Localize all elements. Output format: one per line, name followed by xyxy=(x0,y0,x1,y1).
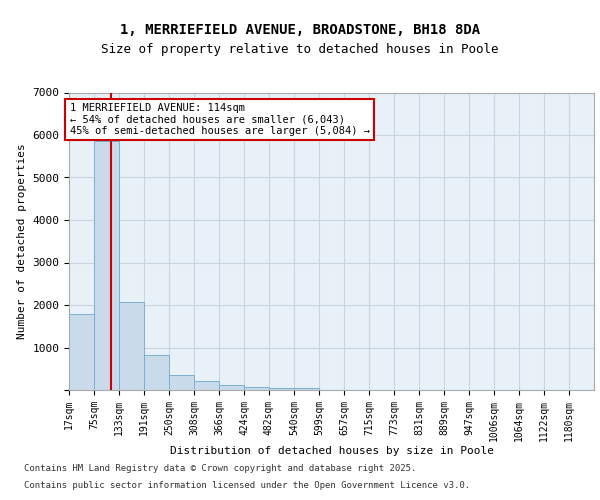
Bar xyxy=(244,386,269,390)
Text: 1 MERRIEFIELD AVENUE: 114sqm
← 54% of detached houses are smaller (6,043)
45% of: 1 MERRIEFIELD AVENUE: 114sqm ← 54% of de… xyxy=(70,103,370,136)
Bar xyxy=(194,380,219,390)
Text: Size of property relative to detached houses in Poole: Size of property relative to detached ho… xyxy=(101,44,499,57)
Bar xyxy=(169,374,194,390)
Text: Contains public sector information licensed under the Open Government Licence v3: Contains public sector information licen… xyxy=(24,481,470,490)
X-axis label: Distribution of detached houses by size in Poole: Distribution of detached houses by size … xyxy=(170,446,493,456)
Text: 1, MERRIEFIELD AVENUE, BROADSTONE, BH18 8DA: 1, MERRIEFIELD AVENUE, BROADSTONE, BH18 … xyxy=(120,22,480,36)
Bar xyxy=(219,386,244,390)
Text: Contains HM Land Registry data © Crown copyright and database right 2025.: Contains HM Land Registry data © Crown c… xyxy=(24,464,416,473)
Y-axis label: Number of detached properties: Number of detached properties xyxy=(17,144,27,339)
Bar xyxy=(69,314,94,390)
Bar xyxy=(269,388,294,390)
Bar xyxy=(294,388,319,390)
Bar xyxy=(94,142,119,390)
Bar xyxy=(144,355,169,390)
Bar xyxy=(119,302,144,390)
